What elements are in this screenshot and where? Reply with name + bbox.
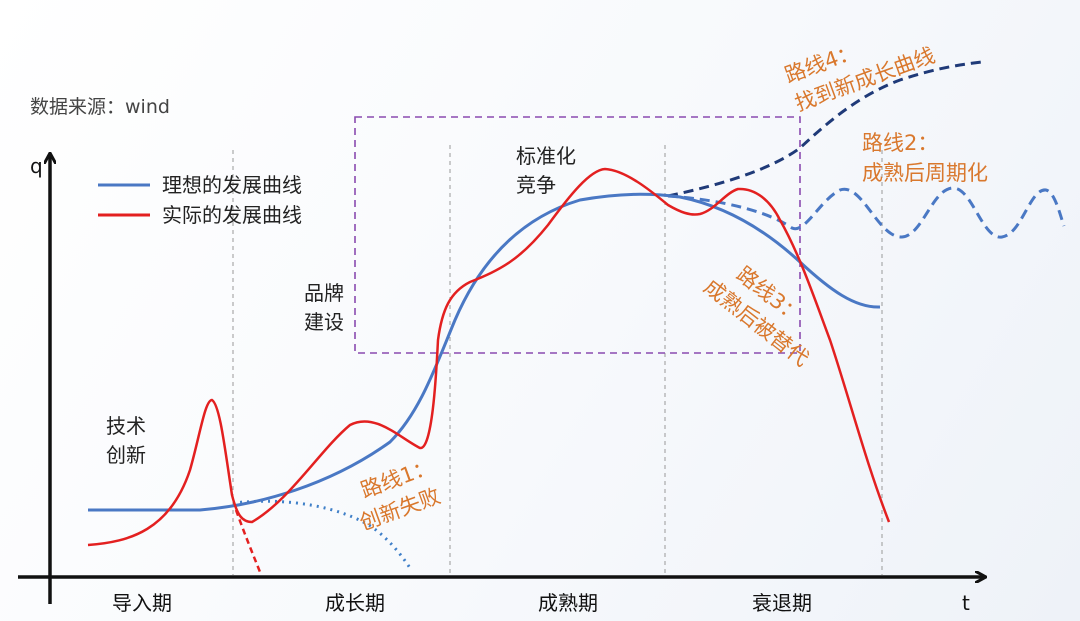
legend-label-actual: 实际的发展曲线 (162, 203, 302, 227)
ideal-curve (88, 192, 881, 512)
stage-standard-line1: 标准化 (516, 144, 576, 168)
stage-brand-line2: 建设 (304, 310, 344, 334)
x-axis-label: t (962, 591, 970, 615)
phase-label: 成熟期 (538, 591, 598, 615)
y-axis-label: q (30, 154, 43, 178)
stage-standard-line2: 竞争 (516, 173, 556, 197)
stage-tech-line2: 创新 (106, 443, 146, 467)
actual-failure-tail (234, 509, 262, 573)
actual-curve (87, 167, 891, 547)
stage-tech-line1: 技术 (106, 414, 146, 438)
route2-curve (667, 186, 1066, 239)
source-note: 数据来源：wind (30, 96, 170, 118)
stage-brand-line1: 品牌 (304, 281, 344, 305)
route2-label-line2: 成熟后周期化 (862, 161, 988, 185)
phase-label: 成长期 (325, 591, 385, 615)
route4-curve (667, 60, 983, 198)
route2-label-line1: 路线2： (862, 131, 938, 155)
phase-label: 衰退期 (752, 591, 812, 615)
highlight-box (354, 116, 801, 354)
phase-label: 导入期 (112, 591, 172, 615)
legend-label-ideal: 理想的发展曲线 (162, 173, 302, 197)
